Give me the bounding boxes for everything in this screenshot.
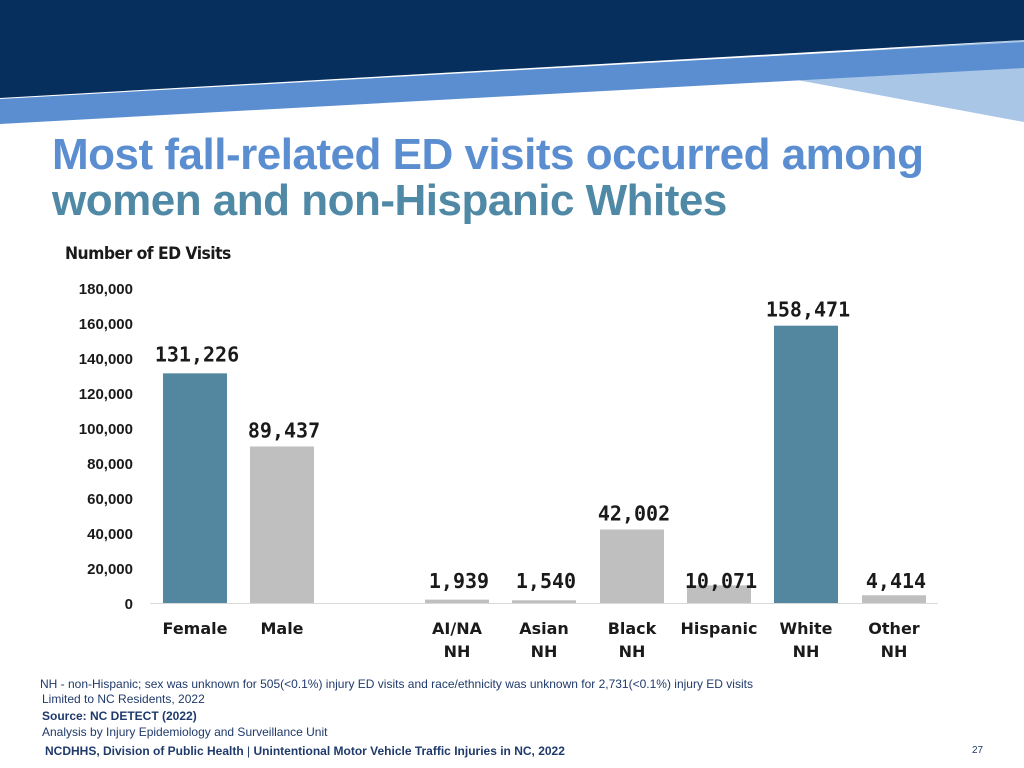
x-tick-label-white-nh: NH <box>793 642 820 661</box>
data-label-white-nh: 158,471 <box>766 298 850 322</box>
data-label-asian-nh: 1,540 <box>516 569 576 593</box>
y-tick-label: 140,000 <box>79 351 133 368</box>
data-label-female: 131,226 <box>155 342 239 366</box>
x-tick-label-hispanic: Hispanic <box>680 619 757 638</box>
footer-topic: Unintentional Motor Vehicle Traffic Inju… <box>253 744 565 758</box>
footer-separator: | <box>247 744 251 758</box>
bars <box>163 325 926 603</box>
banner-mid-band <box>0 42 1024 124</box>
y-tick-label: 0 <box>125 596 133 613</box>
x-tick-label-female: Female <box>163 619 228 638</box>
slide-title-line-1: Most fall-related ED visits occurred amo… <box>52 130 924 179</box>
x-tick-label-asian-nh: Asian <box>519 619 569 638</box>
slide-title-line-2: women and non-Hispanic Whites <box>52 176 727 225</box>
x-tick-label-ai-na-nh: NH <box>444 642 471 661</box>
x-tick-label-ai-na-nh: AI/NA <box>432 619 483 638</box>
y-tick-label: 180,000 <box>79 281 133 298</box>
x-tick-label-asian-nh: NH <box>531 642 558 661</box>
y-tick-label: 20,000 <box>87 561 133 578</box>
bar-hispanic <box>687 585 751 603</box>
y-axis-label: Number of ED Visits <box>65 244 231 264</box>
y-tick-label: 120,000 <box>79 386 133 403</box>
header-banner <box>0 0 1024 124</box>
footnote-definitions: NH - non-Hispanic; sex was unknown for 5… <box>40 677 753 691</box>
slide-footer: NCDHHS, Division of Public Health | Unin… <box>45 744 565 758</box>
bar-black-nh <box>600 529 664 603</box>
footnote-residents: Limited to NC Residents, 2022 <box>42 692 205 706</box>
banner-dark-band <box>0 0 1024 98</box>
x-tick-label-other-nh: NH <box>881 642 908 661</box>
y-tick-label: 160,000 <box>79 316 133 333</box>
data-label-black-nh: 42,002 <box>598 501 670 525</box>
bar-male <box>250 446 314 603</box>
x-tick-label-white-nh: White <box>779 619 832 638</box>
x-tick-label-black-nh: NH <box>619 642 646 661</box>
y-tick-label: 60,000 <box>87 491 133 508</box>
bar-female <box>163 373 227 603</box>
footer-org: NCDHHS, Division of Public Health <box>45 744 244 758</box>
footnote-analysis: Analysis by Injury Epidemiology and Surv… <box>42 725 328 739</box>
bar-ai-na-nh <box>425 599 489 603</box>
y-tick-label: 100,000 <box>79 421 133 438</box>
y-axis-ticks: 0 20,000 40,000 60,000 80,000 100,000 120,000 1… <box>79 281 133 613</box>
bar-asian-nh <box>512 600 576 603</box>
x-axis-labels: Female Male AI/NA NH Asian NH Black NH Hispanic W… <box>163 619 920 661</box>
data-label-other-nh: 4,414 <box>866 569 926 593</box>
footnote-source: Source: NC DETECT (2022) <box>42 709 197 723</box>
data-label-male: 89,437 <box>248 418 320 442</box>
x-tick-label-black-nh: Black <box>608 619 657 638</box>
y-tick-label: 40,000 <box>87 526 133 543</box>
data-labels: 131,226 89,437 1,939 1,540 42,002 10,071 158,4… <box>155 298 926 593</box>
x-tick-label-male: Male <box>260 619 303 638</box>
data-label-hispanic: 10,071 <box>685 569 757 593</box>
x-tick-label-other-nh: Other <box>868 619 919 638</box>
data-label-ai-na-nh: 1,939 <box>429 569 489 593</box>
bar-white-nh <box>774 325 838 603</box>
bar-other-nh <box>862 595 926 603</box>
page-number: 27 <box>972 745 984 756</box>
y-tick-label: 80,000 <box>87 456 133 473</box>
